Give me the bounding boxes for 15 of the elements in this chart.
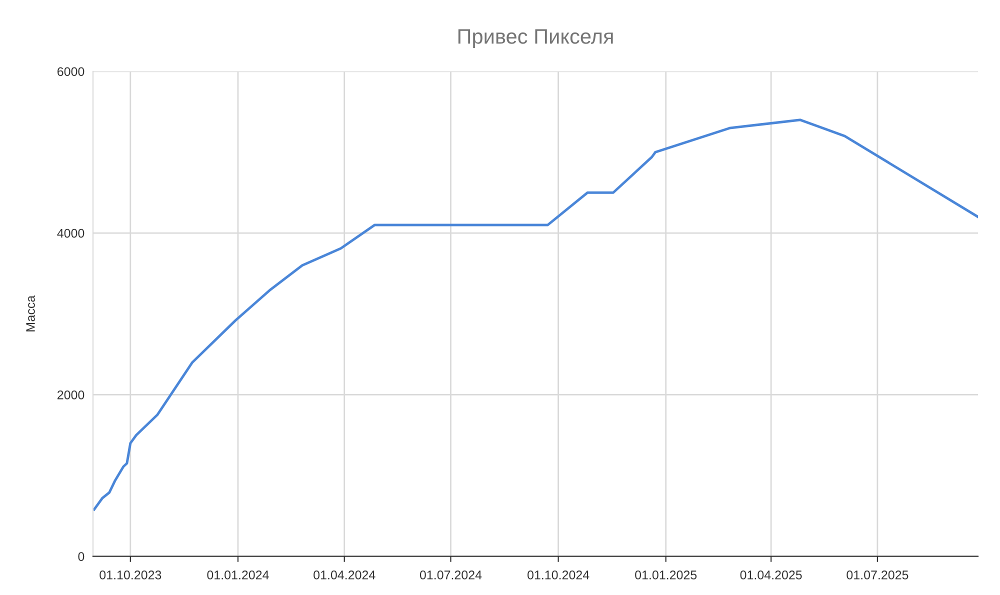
x-tick-label: 01.04.2024	[314, 570, 376, 580]
y-tick-label: 0	[78, 552, 84, 561]
x-tick-label: 01.01.2025	[635, 570, 697, 580]
x-tick-label: 01.01.2024	[207, 570, 269, 580]
y-tick-label: 2000	[57, 390, 84, 400]
x-tick-label: 01.07.2025	[846, 570, 908, 580]
y-tick-label: 4000	[57, 228, 84, 238]
y-axis-title: Масса	[26, 295, 35, 332]
x-tick-label: 01.10.2024	[528, 570, 590, 580]
y-tick-label: 6000	[57, 67, 84, 76]
x-tick-label: 01.10.2023	[100, 570, 162, 580]
x-tick-label: 01.07.2024	[420, 570, 482, 580]
chart-title: Привес Пикселя	[458, 29, 613, 48]
x-tick-label: 01.04.2025	[740, 570, 802, 580]
line-series	[93, 118, 978, 511]
